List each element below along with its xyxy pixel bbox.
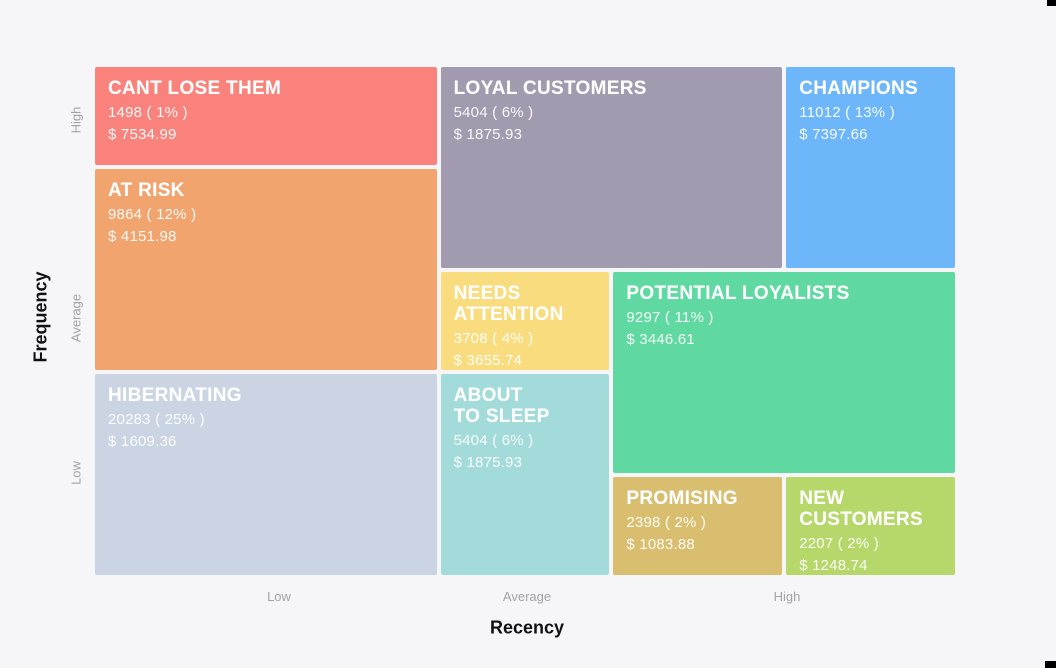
segment-monetary-value: $ 1248.74 xyxy=(799,556,868,574)
x-tick-high: High xyxy=(773,589,801,604)
segment-monetary-value: $ 7397.66 xyxy=(799,126,868,143)
segment-title: NEW CUSTOMERS xyxy=(799,487,923,530)
segment-tile-about-to-sleep[interactable]: ABOUT TO SLEEP 5404 ( 6% ) $ 1875.93 xyxy=(440,374,610,575)
segment-monetary-value: $ 1875.93 xyxy=(453,126,523,143)
segment-monetary-value: $ 7534.99 xyxy=(108,126,177,143)
segment-monetary-value: $ 3655.74 xyxy=(453,351,523,369)
segment-count-percent: 2398 ( 2% ) xyxy=(626,513,707,531)
y-tick-high: High xyxy=(68,106,84,134)
segment-count-percent: 9864 ( 12% ) xyxy=(108,206,197,224)
y-tick-average: Average xyxy=(68,293,84,343)
segment-tile-champions[interactable]: CHAMPIONS 11012 ( 13% ) $ 7397.66 xyxy=(786,67,955,268)
segment-monetary-value: $ 1875.93 xyxy=(453,454,523,472)
segment-count-percent: 20283 ( 25% ) xyxy=(108,411,205,429)
segment-count-percent: 5404 ( 6% ) xyxy=(453,432,534,450)
segment-count-percent: 9297 ( 11% ) xyxy=(626,308,714,326)
x-tick-average: Average xyxy=(502,589,552,604)
segment-monetary-value: $ 1083.88 xyxy=(626,535,695,553)
screen-artifact-top-right xyxy=(1047,0,1056,6)
segment-tile-cant-lose-them[interactable]: CANT LOSE THEM 1498 ( 1% ) $ 7534.99 xyxy=(95,67,437,166)
segment-title: HIBERNATING xyxy=(108,385,242,407)
segment-title: ABOUT TO SLEEP xyxy=(453,385,550,428)
segment-count-percent: 3708 ( 4% ) xyxy=(453,329,534,347)
segment-title: LOYAL CUSTOMERS xyxy=(453,78,647,99)
segment-tile-at-risk[interactable]: AT RISK 9864 ( 12% ) $ 4151.98 xyxy=(95,169,437,371)
segment-monetary-value: $ 1609.36 xyxy=(108,433,177,451)
segment-count-percent: 1498 ( 1% ) xyxy=(108,104,188,121)
segment-count-percent: 11012 ( 13% ) xyxy=(799,104,895,121)
segment-title: PROMISING xyxy=(626,487,738,509)
segment-count-percent: 2207 ( 2% ) xyxy=(799,534,879,552)
segment-tile-promising[interactable]: PROMISING 2398 ( 2% ) $ 1083.88 xyxy=(613,476,783,575)
segment-title: CANT LOSE THEM xyxy=(108,78,282,99)
x-tick-low: Low xyxy=(267,589,291,604)
segment-monetary-value: $ 3446.61 xyxy=(626,330,695,348)
segment-tile-needs-attention[interactable]: NEEDS ATTENTION 3708 ( 4% ) $ 3655.74 xyxy=(440,271,610,371)
segment-title: NEEDS ATTENTION xyxy=(453,282,564,325)
rfm-grid: CANT LOSE THEM 1498 ( 1% ) $ 7534.99 LOY… xyxy=(95,67,955,575)
segment-count-percent: 5404 ( 6% ) xyxy=(453,104,534,121)
segment-monetary-value: $ 4151.98 xyxy=(108,228,177,246)
y-tick-low: Low xyxy=(68,461,84,485)
segment-tile-hibernating[interactable]: HIBERNATING 20283 ( 25% ) $ 1609.36 xyxy=(95,374,437,575)
segment-tile-potential-loyalists[interactable]: POTENTIAL LOYALISTS 9297 ( 11% ) $ 3446.… xyxy=(613,271,955,473)
segment-title: AT RISK xyxy=(108,180,185,202)
segment-tile-loyal-customers[interactable]: LOYAL CUSTOMERS 5404 ( 6% ) $ 1875.93 xyxy=(440,67,783,268)
segment-title: POTENTIAL LOYALISTS xyxy=(626,282,850,304)
y-axis-title: Frequency xyxy=(30,271,51,363)
segment-title: CHAMPIONS xyxy=(799,78,919,99)
segment-tile-new-customers[interactable]: NEW CUSTOMERS 2207 ( 2% ) $ 1248.74 xyxy=(786,476,955,575)
screen-artifact-bottom-right xyxy=(1045,661,1056,668)
x-axis-title: Recency xyxy=(489,617,565,638)
